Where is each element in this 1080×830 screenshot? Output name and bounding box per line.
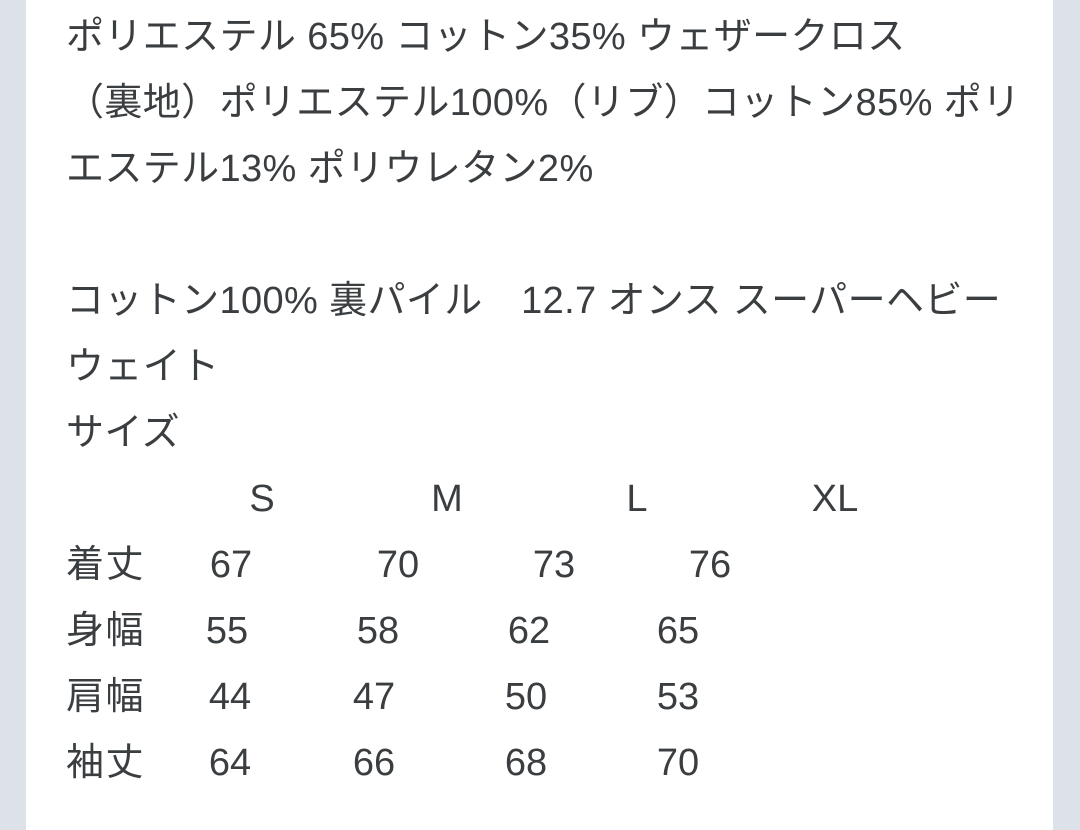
size-section-title: サイズ [66,412,181,454]
outer-fabric-line-1: ポリエステル 65% コットン35% ウェザークロス [66,16,906,58]
row-label-shoulder-width: 肩幅 [66,676,146,718]
size-table-row-body-width: 身幅 55 58 62 65 [66,598,1040,664]
size-value: 68 [504,742,548,784]
size-value: 58 [356,610,400,652]
right-page-margin [1053,0,1080,830]
size-value: 65 [656,610,700,652]
size-value: 66 [352,742,396,784]
size-value: 70 [376,544,420,586]
size-column-header-m: M [431,478,463,520]
size-value: 53 [656,676,700,718]
paragraph-spacer [66,202,1040,268]
inner-fabric-line-1: コットン100% 裏パイル 12.7 オンス スーパーヘビー [66,280,1002,322]
size-column-header-l: L [626,478,648,520]
size-value: 70 [656,742,700,784]
size-value: 64 [208,742,252,784]
size-table-row-shoulder-width: 肩幅 44 47 50 53 [66,664,1040,730]
size-column-header-xl: XL [811,478,859,520]
row-label-sleeve-length: 袖丈 [66,742,146,784]
size-table-header-row: S M L XL [66,466,1040,532]
size-table-row-body-length: 着丈 67 70 73 76 [66,532,1040,598]
size-column-header-s: S [249,478,275,520]
inner-fabric-line-2: ウェイト [66,346,220,388]
size-value: 67 [209,544,253,586]
size-table: S M L XL 着丈 67 70 73 76 身幅 55 58 62 65 肩… [66,466,1040,796]
size-value: 44 [208,676,252,718]
outer-fabric-line-3: エステル13% ポリウレタン2% [66,148,594,190]
size-table-row-sleeve-length: 袖丈 64 66 68 70 [66,730,1040,796]
size-value: 62 [507,610,551,652]
outer-fabric-line-2: （裏地）ポリエステル100%（リブ）コットン85% ポリ [66,82,1021,124]
size-value: 50 [504,676,548,718]
size-value: 47 [352,676,396,718]
size-value: 76 [688,544,732,586]
size-value: 73 [532,544,576,586]
size-value: 55 [205,610,249,652]
row-label-body-length: 着丈 [66,544,146,586]
row-label-body-width: 身幅 [66,610,146,652]
product-description: ポリエステル 65% コットン35% ウェザークロス （裏地）ポリエステル100… [66,4,1040,796]
left-page-margin [0,0,26,830]
